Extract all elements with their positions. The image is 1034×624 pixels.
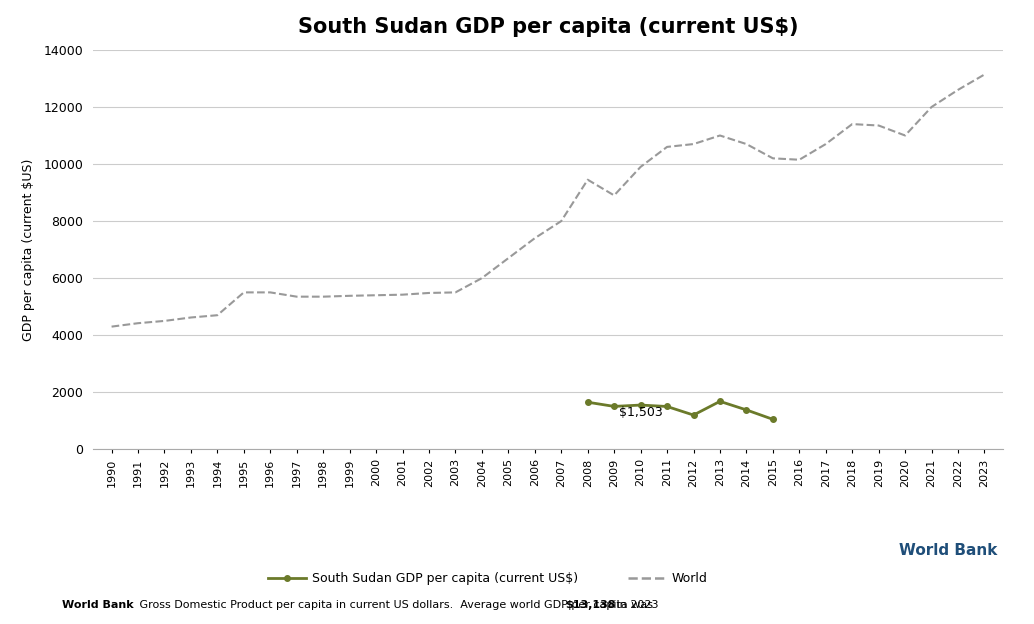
Text: in 2023: in 2023 (613, 600, 659, 610)
Legend: South Sudan GDP per capita (current US$), World: South Sudan GDP per capita (current US$)… (263, 567, 712, 590)
Title: South Sudan GDP per capita (current US$): South Sudan GDP per capita (current US$) (298, 17, 798, 37)
Text: Gross Domestic Product per capita in current US dollars.  Average world GDP per : Gross Domestic Product per capita in cur… (136, 600, 657, 610)
Y-axis label: GDP per capita (current $US): GDP per capita (current $US) (22, 158, 35, 341)
Text: $13,138: $13,138 (566, 600, 616, 610)
Text: $1,503: $1,503 (619, 406, 663, 419)
Text: World Bank: World Bank (900, 544, 998, 558)
Text: World Bank: World Bank (62, 600, 133, 610)
